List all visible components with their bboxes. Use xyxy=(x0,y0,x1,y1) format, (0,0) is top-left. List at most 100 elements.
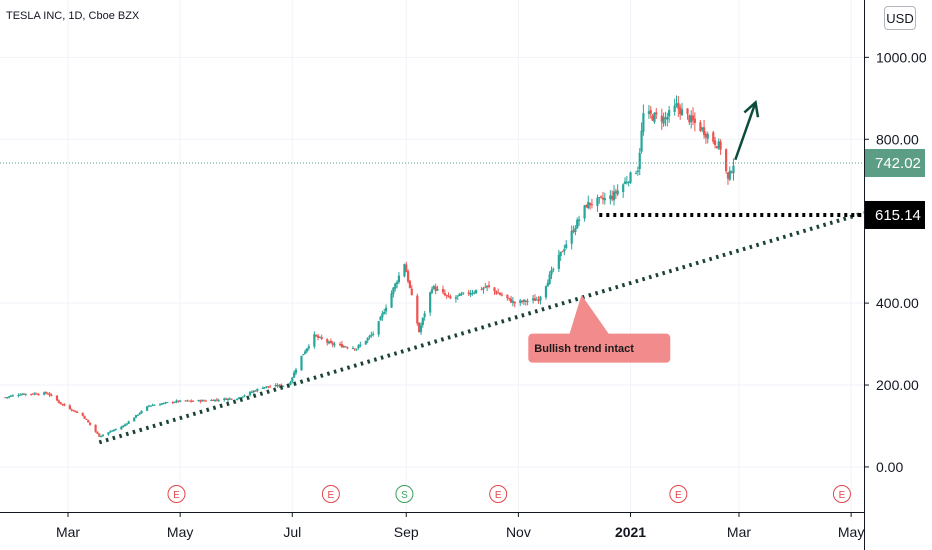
candle-body-191 xyxy=(495,291,498,294)
candle-body-54 xyxy=(140,410,143,414)
candle-body-9 xyxy=(24,393,27,395)
candle-body-181 xyxy=(469,293,472,295)
candle-body-201 xyxy=(520,300,524,303)
candle-body-282 xyxy=(728,170,731,180)
candle-body-72 xyxy=(188,400,191,402)
candle-body-10 xyxy=(30,393,33,395)
candle-body-70 xyxy=(184,400,187,402)
candle-body-168 xyxy=(434,286,437,291)
candle-body-16 xyxy=(44,392,48,394)
candle-body-193 xyxy=(498,293,502,295)
current-price-tag-bg xyxy=(865,149,925,178)
candle-body-239 xyxy=(616,190,619,195)
candle-body-269 xyxy=(693,118,696,123)
candle-body-243 xyxy=(627,182,630,184)
candle-body-82 xyxy=(213,399,217,402)
candle-body-122 xyxy=(316,335,320,338)
candle-body-220 xyxy=(570,230,573,244)
candle-body-208 xyxy=(537,299,540,302)
candle-body-155 xyxy=(403,264,406,277)
candle-body-192 xyxy=(497,292,500,294)
candle-body-88 xyxy=(228,398,231,400)
candle-body-117 xyxy=(304,351,307,354)
candle-body-78 xyxy=(202,400,206,402)
y-tick-label-1: 800.00 xyxy=(876,131,919,147)
candle-body-56 xyxy=(147,405,151,407)
candle-body-0 xyxy=(4,397,7,399)
candle-body-187 xyxy=(484,287,487,289)
candle-body-271 xyxy=(701,127,704,130)
currency-button[interactable]: USD xyxy=(884,6,916,30)
candle-body-277 xyxy=(715,146,719,149)
candle-body-138 xyxy=(357,345,360,349)
support-price-tag-text: 615.14 xyxy=(875,207,921,224)
x-tick-label-3: Sep xyxy=(394,524,419,540)
candle-body-134 xyxy=(346,347,349,349)
candle-body-256 xyxy=(662,116,665,124)
candle-body-196 xyxy=(508,297,511,299)
candle-body-159 xyxy=(410,288,413,296)
candle-body-12 xyxy=(33,393,37,395)
candle-body-214 xyxy=(552,268,555,270)
candle-body-22 xyxy=(59,402,62,404)
candle-body-108 xyxy=(280,384,283,387)
y-tick-label-3: 200.00 xyxy=(876,377,919,393)
candle-body-3 xyxy=(9,395,13,397)
x-tick-label-5: 2021 xyxy=(615,524,646,540)
candle-body-171 xyxy=(443,292,446,296)
candle-body-250 xyxy=(647,111,651,114)
candle-body-33 xyxy=(87,420,90,423)
candle-body-237 xyxy=(612,191,616,201)
candle-body-19 xyxy=(50,394,53,396)
candle-body-145 xyxy=(377,321,380,335)
candle-body-64 xyxy=(166,402,169,404)
candle-body-47 xyxy=(123,424,127,426)
candle-body-109 xyxy=(281,385,285,387)
candle-body-246 xyxy=(636,170,639,172)
candle-body-124 xyxy=(320,337,323,339)
candle-body-157 xyxy=(407,271,410,282)
candle-body-229 xyxy=(590,204,594,206)
candle-body-79 xyxy=(204,400,207,402)
candle-body-135 xyxy=(351,348,355,350)
candle-body-226 xyxy=(585,205,588,208)
candle-body-28 xyxy=(74,410,77,413)
candle-body-136 xyxy=(353,348,356,350)
candle-body-248 xyxy=(640,130,643,152)
candle-body-7 xyxy=(20,394,24,396)
candle-body-116 xyxy=(302,354,305,356)
candle-body-129 xyxy=(333,344,336,346)
candle-body-50 xyxy=(133,417,136,422)
candle-body-275 xyxy=(712,132,715,142)
candle-body-34 xyxy=(88,422,92,425)
candle-body-182 xyxy=(471,292,474,294)
candle-body-62 xyxy=(162,402,165,404)
candle-body-4 xyxy=(11,395,14,397)
candle-body-232 xyxy=(600,196,603,198)
candle-body-165 xyxy=(429,292,432,313)
candle-body-53 xyxy=(138,413,141,415)
candle-body-221 xyxy=(572,230,575,233)
candle-body-23 xyxy=(61,403,64,405)
candle-body-121 xyxy=(315,334,318,337)
candle-body-177 xyxy=(458,293,461,297)
candle-body-143 xyxy=(370,334,373,336)
candle-body-24 xyxy=(63,404,66,406)
candle-body-39 xyxy=(101,434,105,436)
x-tick-label-2: Jul xyxy=(283,524,301,540)
candle-body-147 xyxy=(381,313,384,318)
candle-body-29 xyxy=(76,411,79,413)
callout-pointer xyxy=(569,294,610,335)
candle-body-93 xyxy=(241,396,244,398)
event-marker-4 xyxy=(669,485,688,503)
candle-body-174 xyxy=(449,296,452,299)
candle-body-49 xyxy=(127,421,130,424)
candle-body-270 xyxy=(699,122,702,131)
candle-body-75 xyxy=(197,400,200,402)
candle-body-200 xyxy=(519,300,522,303)
candle-body-95 xyxy=(248,391,252,396)
candle-body-199 xyxy=(513,301,516,304)
candle-body-86 xyxy=(225,398,228,400)
event-label-0: E xyxy=(173,490,180,501)
